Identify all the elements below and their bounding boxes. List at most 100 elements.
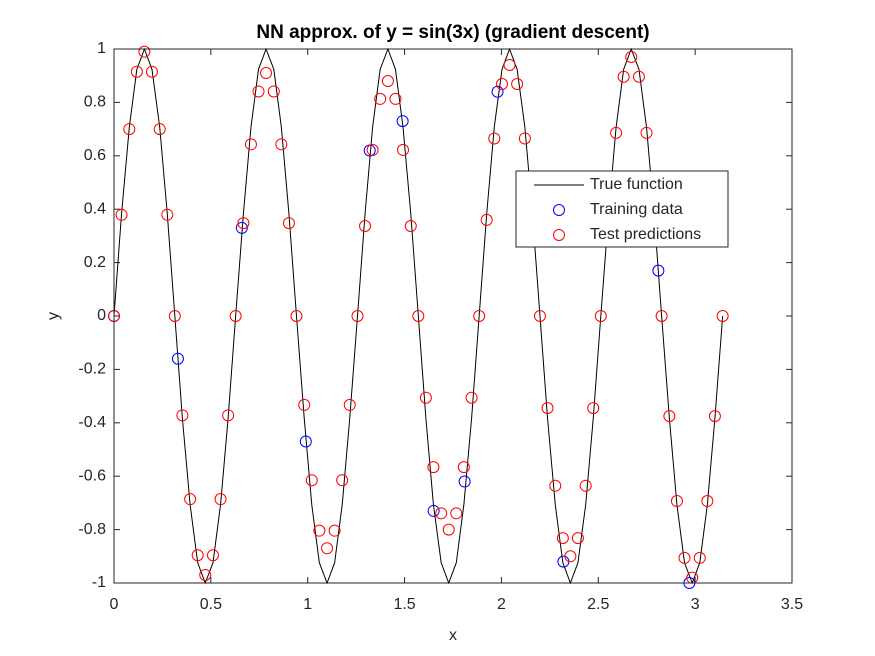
data-point <box>115 208 128 221</box>
data-point <box>336 474 349 487</box>
data-point <box>389 92 402 105</box>
data-point <box>123 123 136 136</box>
data-point <box>579 479 592 492</box>
data-point <box>716 310 729 322</box>
data-point <box>260 67 273 80</box>
data-point <box>632 70 645 83</box>
y-axis-label: y <box>45 312 62 320</box>
y-tick-label: -0.6 <box>78 467 106 484</box>
legend-label: Training data <box>590 201 683 218</box>
legend-label: True function <box>590 176 683 193</box>
data-point <box>488 132 501 145</box>
data-point <box>252 85 265 98</box>
data-point <box>533 310 546 322</box>
x-axis-label: x <box>449 627 457 644</box>
data-point <box>275 138 288 151</box>
data-point <box>496 77 509 90</box>
y-tick-label: -0.2 <box>78 361 106 378</box>
data-point <box>655 310 668 322</box>
data-point <box>374 92 387 105</box>
data-point <box>419 391 432 404</box>
data-point <box>298 398 311 411</box>
data-point <box>171 352 184 365</box>
data-point <box>465 391 478 404</box>
legend-marker <box>553 229 565 241</box>
legend-marker <box>553 204 565 216</box>
data-point <box>214 493 227 506</box>
data-point <box>313 524 326 537</box>
data-point <box>491 85 504 98</box>
y-tick-label: 0 <box>97 307 106 324</box>
data-point <box>321 542 334 555</box>
data-point <box>427 504 440 517</box>
y-tick-label: 0.8 <box>84 94 106 111</box>
data-point <box>176 409 189 422</box>
y-tick-label: 0.6 <box>84 147 106 164</box>
data-point <box>617 70 630 83</box>
data-point <box>701 495 714 508</box>
plot-area <box>114 49 792 583</box>
data-point <box>237 217 250 230</box>
data-point <box>458 475 471 488</box>
data-point <box>652 264 665 277</box>
y-tick-label: 0.2 <box>84 254 106 271</box>
x-tick-label: 2.5 <box>587 596 609 613</box>
data-point <box>235 221 248 234</box>
data-point <box>640 126 653 139</box>
data-point <box>199 568 212 581</box>
true-function-line <box>113 47 724 585</box>
x-tick-label: 3 <box>691 596 700 613</box>
data-point <box>351 310 364 322</box>
data-point <box>693 551 706 564</box>
y-tick-label: -1 <box>92 574 106 591</box>
data-point <box>290 310 303 322</box>
data-point <box>564 550 577 563</box>
x-tick-label: 0.5 <box>200 596 222 613</box>
data-point <box>168 310 181 322</box>
data-point <box>328 524 341 537</box>
data-point <box>305 474 318 487</box>
data-point <box>267 85 280 98</box>
data-point <box>670 495 683 508</box>
y-tick-label: -0.4 <box>78 414 106 431</box>
axes-box <box>113 48 793 584</box>
data-point <box>404 220 417 233</box>
data-point <box>244 138 257 151</box>
legend-label: Test predictions <box>590 226 701 243</box>
data-point <box>397 143 410 156</box>
data-point <box>396 115 409 128</box>
data-point <box>153 123 166 136</box>
data-point <box>503 59 516 72</box>
data-point <box>571 532 584 545</box>
y-tick-label: 1 <box>97 40 106 57</box>
y-tick-label: -0.8 <box>78 521 106 538</box>
data-point <box>229 310 242 322</box>
data-point <box>412 310 425 322</box>
data-point <box>427 461 440 474</box>
data-point <box>222 409 235 422</box>
data-point <box>343 398 356 411</box>
data-point <box>206 549 219 562</box>
y-tick-label: 0.4 <box>84 200 106 217</box>
legend-box <box>515 170 729 248</box>
data-point <box>625 51 638 64</box>
x-tick-label: 3.5 <box>781 596 803 613</box>
x-tick-label: 2 <box>497 596 506 613</box>
data-point <box>549 479 562 492</box>
data-point <box>541 402 554 415</box>
data-point <box>130 65 143 78</box>
data-point <box>450 507 463 520</box>
data-point <box>457 461 470 474</box>
x-tick-label: 0 <box>110 596 119 613</box>
x-tick-label: 1 <box>303 596 312 613</box>
data-point <box>610 126 623 139</box>
x-tick-label: 1.5 <box>393 596 415 613</box>
data-point <box>442 523 455 536</box>
data-point <box>366 143 379 156</box>
data-point <box>184 493 197 506</box>
data-point <box>511 77 524 90</box>
data-point <box>678 551 691 564</box>
data-point <box>556 532 569 545</box>
legend: True function Training data Test predictio… <box>515 170 729 248</box>
